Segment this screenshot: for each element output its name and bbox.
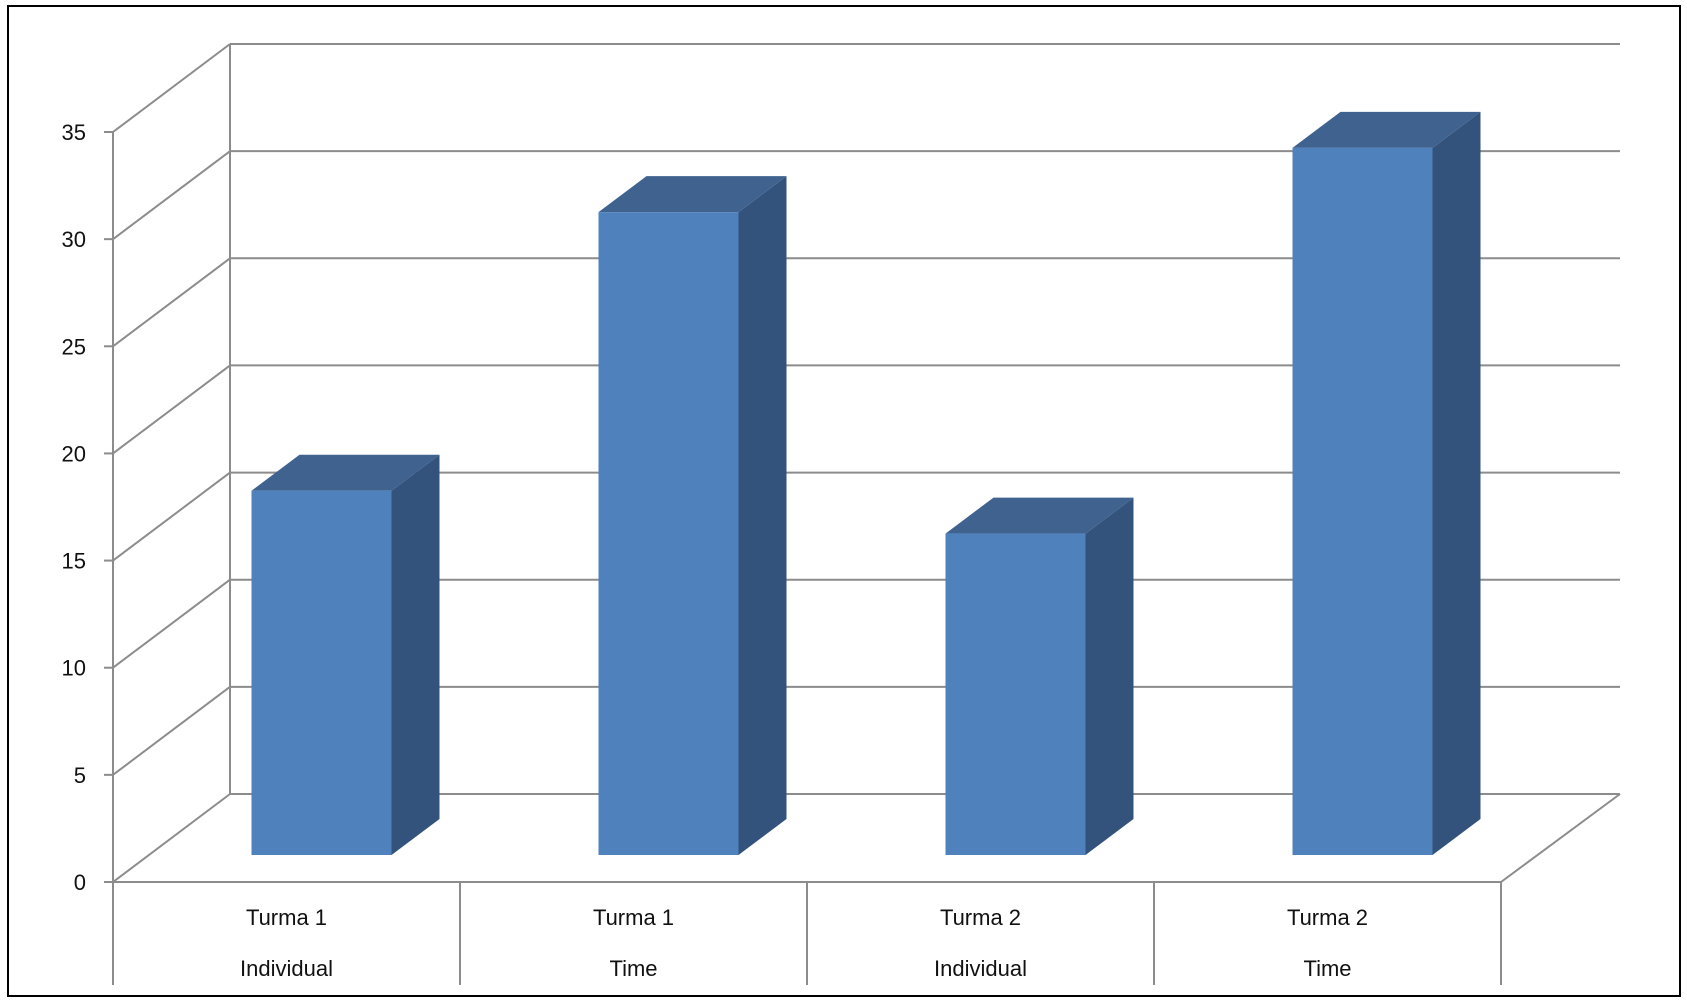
bar <box>945 497 1134 855</box>
bar-side <box>738 176 787 856</box>
bar-side <box>1432 111 1481 856</box>
bars <box>251 111 1481 856</box>
x-tick-label: Turma 1 <box>593 905 674 930</box>
gridline-side <box>112 364 231 455</box>
bar-side <box>391 454 440 855</box>
y-tick-label: 10 <box>62 656 86 681</box>
x-tick-label: Individual <box>240 956 333 981</box>
x-axis-tick-labels: Turma 1 Individual Turma 1 Time Turma 2 Indiv… <box>240 905 1368 981</box>
bar <box>598 176 787 856</box>
bar-front <box>1292 147 1433 855</box>
x-tick-label: Time <box>1303 956 1351 981</box>
y-tick-label: 0 <box>74 870 86 895</box>
gridline-side <box>112 257 231 348</box>
bar-top <box>598 176 787 213</box>
gridline-side <box>112 793 231 883</box>
y-tick-label: 35 <box>62 120 86 145</box>
y-tick-label: 20 <box>62 441 86 466</box>
gridline-side <box>112 471 231 562</box>
gridline-side <box>112 43 231 133</box>
bar-top <box>1292 111 1481 148</box>
bar <box>1292 111 1481 856</box>
x-tick-label: Turma 2 <box>940 905 1021 930</box>
bar-top <box>251 454 440 491</box>
x-tick-label: Time <box>609 956 657 981</box>
y-tick-label: 30 <box>62 227 86 252</box>
axes <box>104 44 1621 985</box>
y-tick-label: 25 <box>62 334 86 359</box>
bar-side <box>1085 497 1134 855</box>
floor-right-edge <box>1500 793 1621 883</box>
gridline-side <box>112 686 231 776</box>
gridline-side <box>112 578 231 669</box>
x-tick-label: Individual <box>934 956 1027 981</box>
bar-top <box>945 497 1134 534</box>
gridline-side <box>112 150 231 240</box>
y-tick-label: 5 <box>74 763 86 788</box>
bar <box>251 454 440 855</box>
x-tick-label: Turma 2 <box>1287 905 1368 930</box>
x-tick-label: Turma 1 <box>246 905 327 930</box>
bar-front <box>251 490 392 855</box>
bar-front <box>598 212 739 856</box>
y-axis-tick-labels: 0 5 10 15 20 25 30 35 <box>62 120 86 895</box>
bar-front <box>945 533 1086 855</box>
y-tick-label: 15 <box>62 549 86 574</box>
